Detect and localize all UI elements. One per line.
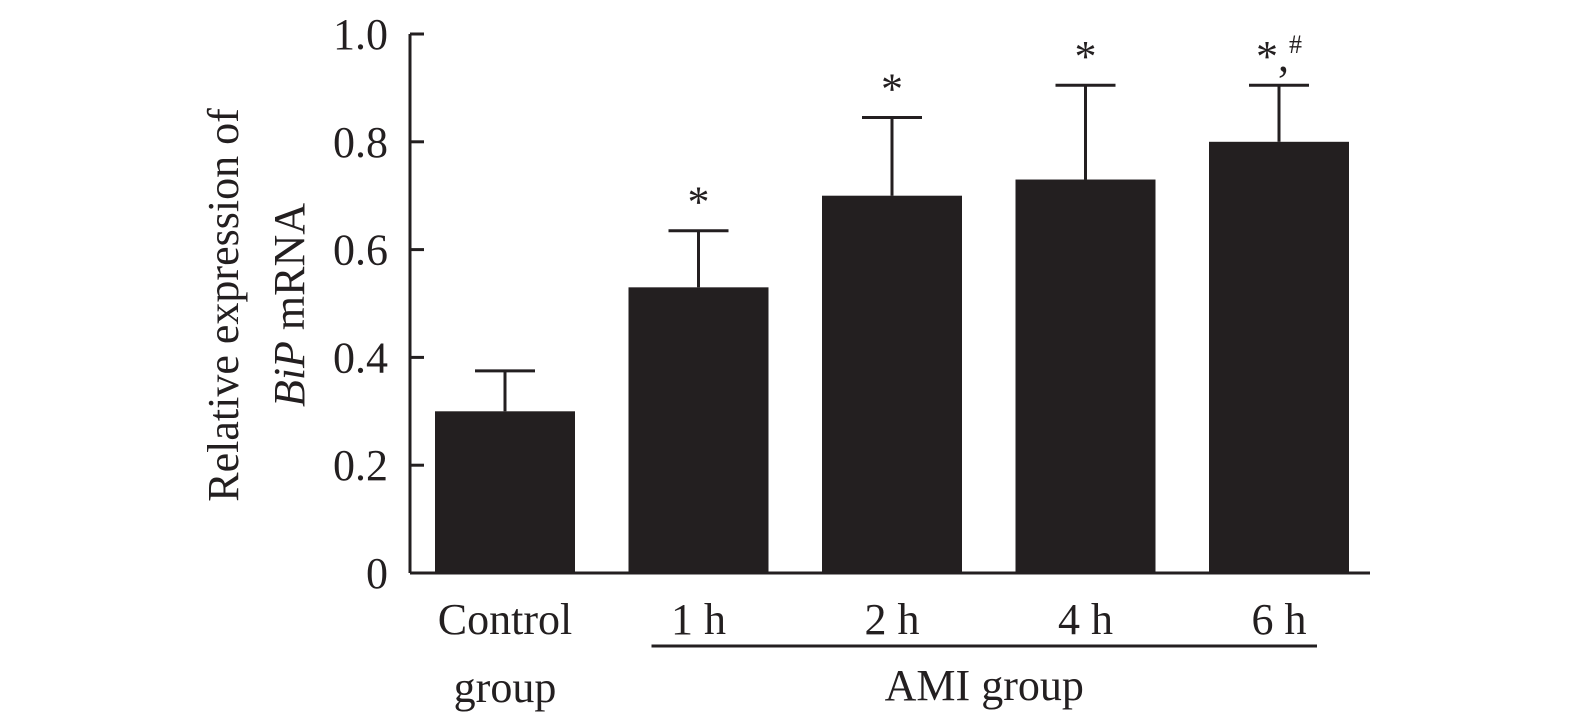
x-category-label: 2 h	[865, 595, 920, 644]
significance-marker: *	[1075, 32, 1097, 81]
significance-marker: *	[881, 65, 903, 114]
y-axis-label-line2: BiP mRNA	[265, 203, 314, 407]
y-axis-label-italic: BiP	[265, 341, 314, 407]
significance-marker: *,#	[1256, 30, 1302, 81]
significance-marker: *	[688, 178, 710, 227]
significance-markers: * * * *,#	[688, 30, 1303, 227]
bar	[822, 195, 962, 573]
y-tick-label: 1.0	[333, 10, 388, 59]
bar	[1209, 141, 1349, 574]
x-category-label: 1 h	[671, 595, 726, 644]
y-tick-label: 0.8	[333, 118, 388, 167]
x-category-label: Control group	[438, 595, 572, 712]
y-tick-label: 0.6	[333, 226, 388, 275]
y-axis-label-rest: mRNA	[265, 203, 314, 341]
y-axis-label: Relative expression of BiP mRNA	[199, 108, 314, 502]
bar	[435, 411, 575, 573]
group-bracket: AMI group	[651, 644, 1317, 710]
error-bars	[475, 83, 1309, 412]
y-axis-label-line1: Relative expression of	[199, 108, 248, 502]
bars	[435, 141, 1349, 574]
y-tick-label: 0	[366, 549, 388, 598]
bar	[1015, 179, 1156, 573]
y-tick-label: 0.4	[333, 333, 388, 382]
x-axis-categories: Control group 1 h 2 h 4 h 6 h	[438, 595, 1307, 712]
y-tick-label: 0.2	[333, 441, 388, 490]
x-category-label: 6 h	[1252, 595, 1307, 644]
y-axis-ticks: 0 0.2 0.4 0.6 0.8 1.0	[333, 10, 424, 598]
group-label: AMI group	[885, 661, 1084, 710]
x-category-label: 4 h	[1058, 595, 1113, 644]
bar	[628, 287, 769, 573]
